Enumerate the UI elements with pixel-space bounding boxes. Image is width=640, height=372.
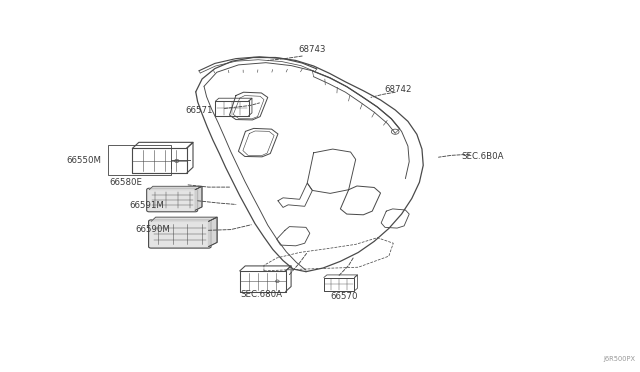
Text: 66571: 66571: [185, 106, 212, 115]
Text: SEC.680A: SEC.680A: [241, 291, 282, 299]
Text: 66591M: 66591M: [129, 201, 164, 210]
Ellipse shape: [275, 280, 279, 283]
Polygon shape: [149, 186, 202, 190]
Text: 66550M: 66550M: [67, 155, 102, 165]
Polygon shape: [195, 186, 202, 210]
Bar: [108, 145, 171, 175]
Text: 66570: 66570: [330, 292, 358, 301]
Polygon shape: [151, 217, 217, 221]
Text: 68742: 68742: [385, 85, 412, 94]
Text: J6R500PX: J6R500PX: [604, 356, 636, 362]
FancyBboxPatch shape: [147, 188, 198, 212]
Text: SEC.6B0A: SEC.6B0A: [461, 152, 504, 161]
FancyBboxPatch shape: [148, 220, 211, 248]
Polygon shape: [209, 217, 217, 247]
Text: 68743: 68743: [299, 45, 326, 54]
Ellipse shape: [175, 159, 179, 163]
Text: 66590M: 66590M: [136, 225, 170, 234]
Text: 66580E: 66580E: [109, 178, 142, 187]
